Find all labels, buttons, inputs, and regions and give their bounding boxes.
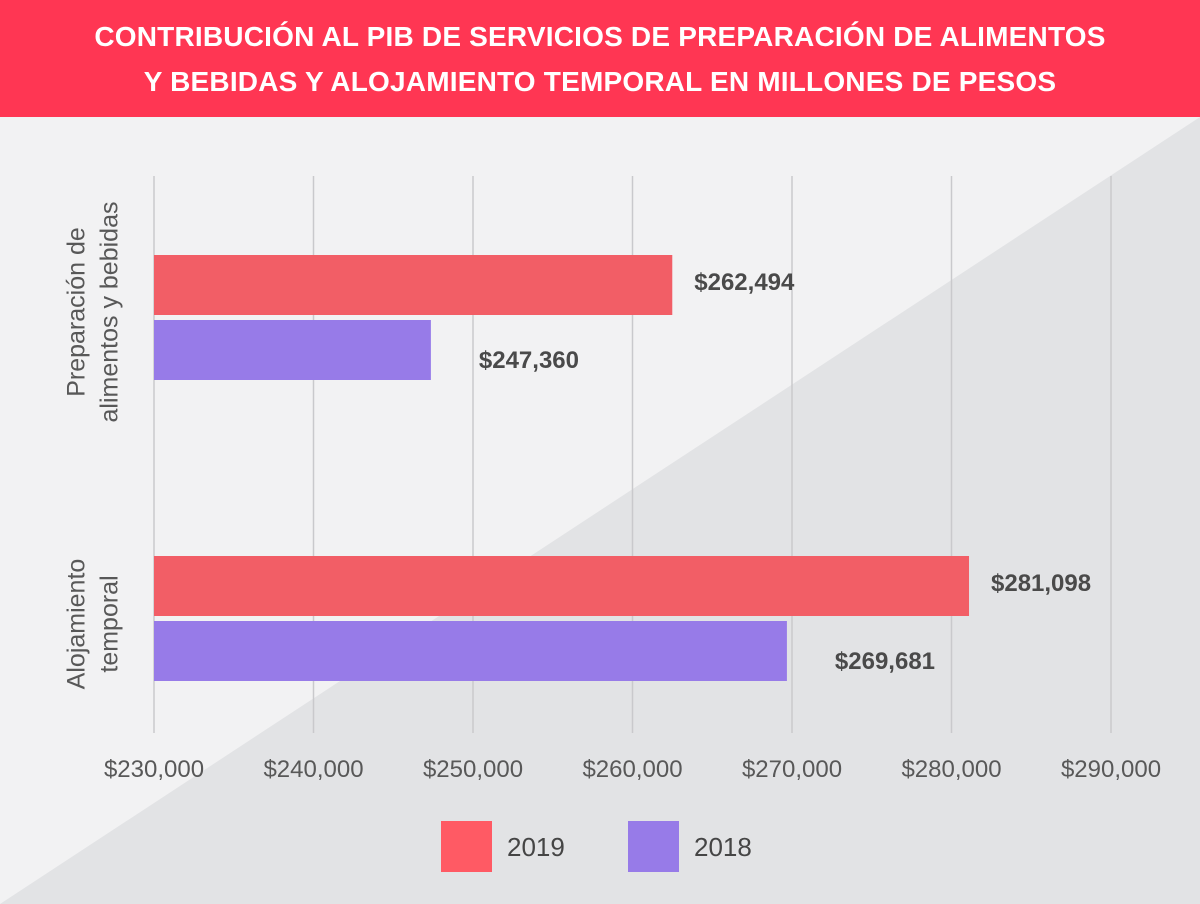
title-banner: CONTRIBUCIÓN AL PIB DE SERVICIOS DE PREP… bbox=[0, 0, 1200, 117]
legend-swatch-2018 bbox=[628, 821, 679, 872]
data-label-2018: $247,360 bbox=[479, 347, 579, 374]
x-tick-label: $290,000 bbox=[1061, 756, 1161, 783]
data-label-2019: $281,098 bbox=[991, 570, 1091, 597]
chart-title: CONTRIBUCIÓN AL PIB DE SERVICIOS DE PREP… bbox=[94, 20, 1106, 97]
category-labels: Preparación de alimentos y bebidas Alojami… bbox=[63, 202, 124, 690]
x-tick-label: $260,000 bbox=[582, 756, 682, 783]
category-label: Alojamiento bbox=[63, 559, 91, 690]
bar-2019 bbox=[154, 556, 970, 616]
category-label: Preparación de bbox=[63, 227, 91, 397]
x-tick-label: $280,000 bbox=[901, 756, 1001, 783]
legend-label-2019: 2019 bbox=[507, 832, 565, 862]
background-diagonal-shape bbox=[0, 117, 1200, 904]
bar-2018 bbox=[154, 621, 787, 681]
category-label: temporal bbox=[96, 575, 124, 672]
legend-label-2018: 2018 bbox=[694, 832, 752, 862]
data-labels: $262,494 $281,098 $247,360 $269,681 bbox=[479, 269, 1091, 675]
category-label-group: Alojamiento temporal bbox=[63, 559, 124, 690]
legend-swatch-2019 bbox=[441, 821, 492, 872]
bars bbox=[154, 255, 970, 681]
category-label-group: Preparación de alimentos y bebidas bbox=[63, 202, 124, 423]
legend: 2019 2018 bbox=[441, 821, 752, 872]
x-tick-label: $250,000 bbox=[423, 756, 523, 783]
x-tick-label: $270,000 bbox=[742, 756, 842, 783]
x-axis-ticks: $230,000 $240,000 $250,000 $260,000 $270,000… bbox=[104, 756, 1161, 783]
data-label-2019: $262,494 bbox=[694, 269, 795, 296]
bar-2018 bbox=[154, 320, 431, 380]
bar-2019 bbox=[154, 255, 673, 315]
x-tick-label: $240,000 bbox=[263, 756, 363, 783]
x-tick-label: $230,000 bbox=[104, 756, 204, 783]
data-label-2018: $269,681 bbox=[835, 648, 935, 675]
category-label: alimentos y bebidas bbox=[96, 202, 124, 423]
